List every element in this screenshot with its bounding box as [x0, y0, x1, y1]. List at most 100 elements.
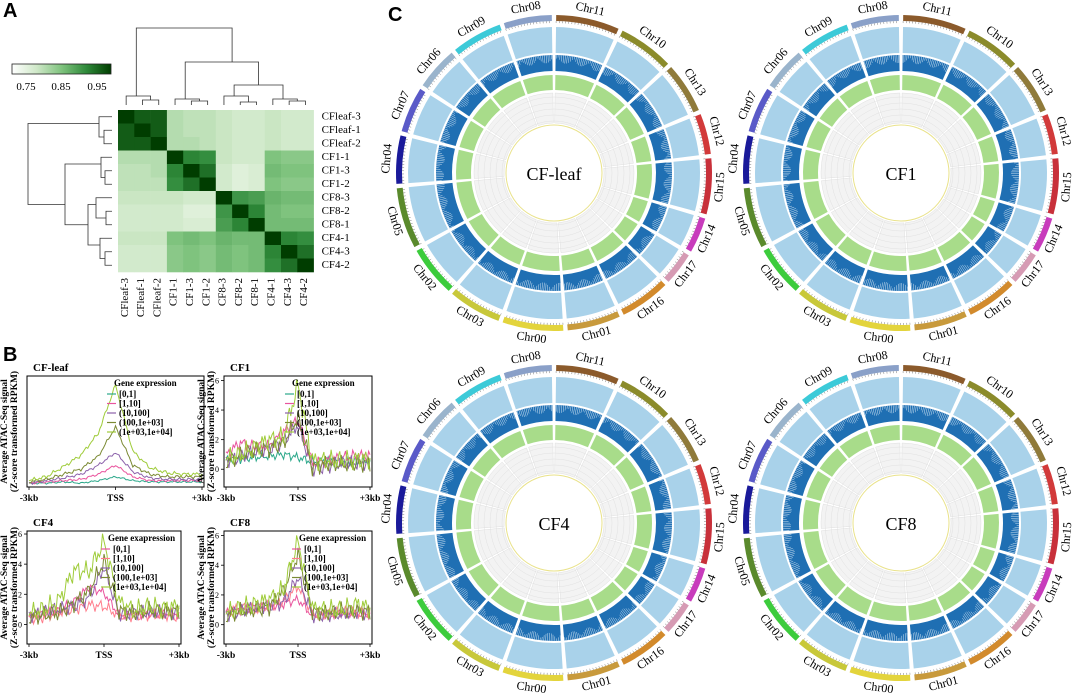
track-bar	[578, 407, 581, 415]
tick	[659, 629, 662, 631]
tick	[647, 639, 650, 642]
track-grid	[575, 208, 611, 246]
heatmap-cell	[281, 137, 298, 151]
track-bar	[984, 94, 990, 98]
track-bar	[988, 589, 996, 595]
chromosome-band	[396, 485, 407, 534]
track-bar	[619, 617, 622, 621]
chromosome-band	[1047, 158, 1060, 215]
track-bar	[650, 461, 656, 466]
track-bar	[531, 57, 534, 65]
track-bar	[494, 421, 497, 425]
track-bar	[883, 56, 886, 64]
tick	[1039, 230, 1042, 233]
track-bar	[641, 98, 646, 102]
track-bar	[944, 64, 949, 72]
tick	[674, 261, 677, 264]
track-bar	[585, 409, 588, 415]
tick	[410, 572, 413, 575]
track-bar	[628, 435, 634, 441]
track-bar	[856, 275, 861, 283]
track-light	[658, 557, 694, 596]
tick	[824, 302, 826, 305]
track-bar	[498, 624, 500, 628]
track-bar	[623, 430, 628, 436]
tick	[759, 467, 762, 469]
tick	[763, 108, 766, 110]
chromosome-segment: Chr03	[452, 210, 537, 330]
track-bar	[819, 437, 826, 444]
track-bar	[449, 574, 455, 578]
tick	[861, 376, 863, 379]
track-bar	[869, 409, 871, 414]
track-bar	[837, 269, 840, 273]
track-bar	[853, 275, 857, 282]
track-bar	[938, 412, 942, 419]
chromosome-band	[619, 30, 669, 68]
tick	[760, 114, 763, 116]
track-light	[953, 41, 1007, 91]
tick	[758, 120, 761, 122]
tick	[692, 230, 695, 233]
tick	[632, 650, 634, 653]
tick	[695, 122, 698, 124]
tick	[1037, 460, 1040, 462]
track-bar	[605, 68, 610, 76]
tick	[1028, 250, 1031, 253]
dendrogram-branch	[184, 61, 259, 99]
track-dark	[440, 460, 468, 496]
track-bar	[656, 471, 661, 475]
y-tick-label: 0	[215, 465, 219, 474]
tick	[1035, 589, 1038, 591]
track-light	[606, 41, 660, 91]
track-dark	[629, 93, 663, 133]
chromosome-band	[1011, 252, 1036, 282]
track-dark	[598, 66, 640, 103]
track-bar	[652, 468, 659, 473]
tick	[468, 46, 471, 49]
track-bar	[466, 93, 469, 96]
track-bar	[1011, 535, 1019, 537]
tick	[1030, 446, 1033, 448]
tick	[1006, 629, 1009, 631]
tick	[957, 382, 960, 385]
track-bar	[664, 157, 672, 160]
tick	[815, 396, 818, 399]
tick	[767, 100, 770, 102]
track-bar	[438, 196, 445, 199]
col-label: CF8-3	[217, 278, 229, 307]
track-bar	[924, 57, 926, 61]
track-bar	[875, 630, 878, 639]
tick	[415, 234, 418, 236]
tick	[1042, 122, 1045, 124]
tick	[435, 616, 437, 619]
legend-item: (1e+03,1e+04]	[304, 582, 358, 592]
tick	[770, 444, 773, 447]
tick	[443, 418, 446, 421]
tick	[821, 43, 823, 46]
tick	[1030, 96, 1033, 98]
track-bar	[437, 191, 442, 194]
track-bar	[440, 140, 445, 143]
track-bar	[648, 457, 653, 461]
track-bar	[450, 465, 456, 469]
track-bar	[788, 135, 794, 138]
track-bar	[438, 544, 445, 547]
track-bar	[987, 597, 991, 601]
track-bar	[979, 254, 983, 259]
track-grid	[821, 527, 858, 561]
x-tick-label: -3kb	[20, 651, 38, 661]
tick	[650, 637, 652, 640]
track-dark	[783, 494, 802, 532]
chromosome-band	[695, 464, 711, 505]
track-grid	[528, 442, 554, 476]
track-bar	[593, 412, 597, 419]
chromosome-band	[685, 566, 706, 602]
col-label: CF4-1	[265, 278, 277, 306]
tick	[1043, 219, 1046, 221]
track-bar	[522, 59, 524, 63]
track-bar	[891, 405, 893, 414]
tick	[815, 46, 818, 49]
track-bar	[665, 498, 670, 501]
track-bar	[999, 470, 1007, 475]
